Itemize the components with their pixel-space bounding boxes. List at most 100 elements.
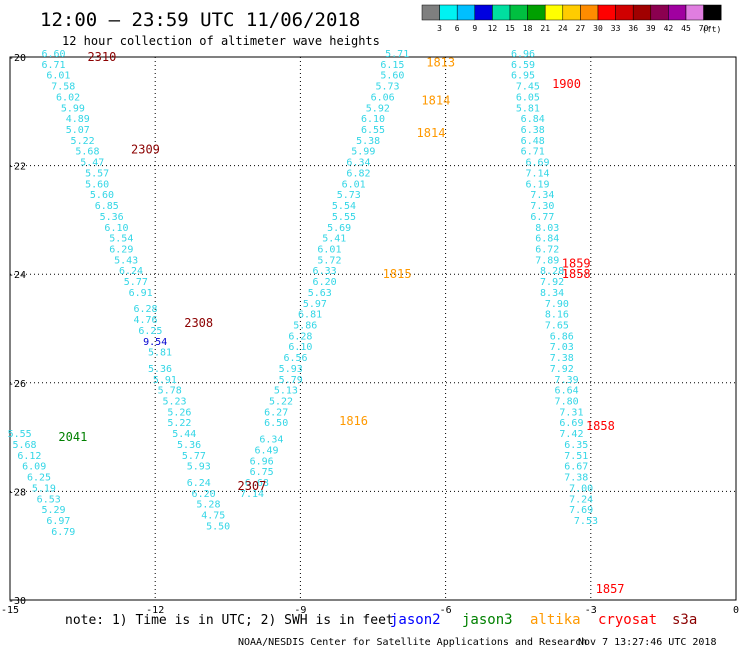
wave-height-point: 5.93 — [187, 462, 211, 473]
wave-height-point: 6.95 — [511, 71, 535, 82]
wave-height-point: 5.69 — [327, 223, 351, 234]
pass-time-label: 1900 — [552, 77, 581, 91]
wave-height-point: 6.05 — [516, 92, 540, 103]
wave-height-point: 7.58 — [51, 82, 75, 93]
color-scale-label: 21 — [540, 24, 550, 33]
pass-time-label: 1859 — [562, 256, 591, 270]
wave-height-point: 6.38 — [521, 125, 545, 136]
wave-height-point: 6.96 — [511, 49, 535, 60]
wave-height-point: 6.60 — [42, 49, 66, 60]
wave-height-point: 7.51 — [564, 451, 588, 462]
color-scale-swatch — [439, 4, 458, 21]
wave-height-point: 6.33 — [313, 266, 337, 277]
wave-height-point: 7.38 — [550, 353, 574, 364]
color-scale-swatch — [492, 4, 511, 21]
wave-height-point: 5.54 — [332, 201, 356, 212]
wave-height-point: 6.12 — [17, 451, 41, 462]
wave-height-point: 7.92 — [550, 364, 574, 375]
wave-height-point: 7.14 — [526, 168, 550, 179]
color-scale-label: 6 — [455, 24, 460, 33]
y-tick-label: -20 — [8, 53, 26, 64]
wave-height-point: 7.14 — [240, 489, 264, 500]
wave-height-point: 7.42 — [559, 429, 583, 440]
x-tick-label: 0 — [733, 605, 739, 616]
pass-time-label: 2309 — [131, 142, 160, 156]
wave-height-point: 4.75 — [201, 511, 225, 522]
y-tick-label: -26 — [8, 379, 26, 390]
color-scale-label: 33 — [611, 24, 621, 33]
color-scale-label: 45 — [681, 24, 691, 33]
wave-height-point: 5.44 — [172, 429, 196, 440]
wave-height-point: 5.91 — [153, 375, 177, 386]
color-scale-swatch — [474, 4, 493, 21]
wave-height-point: 6.25 — [138, 326, 162, 337]
wave-height-point: 5.41 — [322, 234, 346, 245]
wave-height-point: 7.03 — [550, 342, 574, 353]
wave-height-point: 7.45 — [516, 82, 540, 93]
wave-height-point: 7.30 — [530, 201, 554, 212]
wave-height-point: 6.77 — [530, 212, 554, 223]
footer-credit: NOAA/NESDIS Center for Satellite Applica… — [238, 637, 587, 648]
color-scale-swatch — [703, 4, 722, 21]
wave-height-point: 5.47 — [80, 158, 104, 169]
color-scale-label: 15 — [505, 24, 515, 33]
color-scale-swatch — [509, 4, 528, 21]
color-scale-swatch — [456, 4, 476, 21]
wave-height-point: 5.55 — [332, 212, 356, 223]
wave-height-point: 6.59 — [511, 60, 535, 71]
wave-height-point: 6.34 — [346, 158, 370, 169]
wave-height-point: 6.67 — [564, 462, 588, 473]
legend-item-s3a: s3a — [672, 612, 697, 628]
wave-height-point: 5.86 — [293, 321, 317, 332]
wave-height-point: 6.91 — [129, 288, 153, 299]
wave-height-point: 5.36 — [148, 364, 172, 375]
color-scale-swatch — [632, 4, 652, 21]
pass-time-label: 1814 — [421, 93, 450, 107]
color-scale-swatch — [527, 4, 546, 21]
color-scale-label: 12 — [488, 24, 498, 33]
wave-height-point: 6.84 — [521, 114, 545, 125]
wave-height-point: 6.10 — [104, 223, 128, 234]
legend-item-jason2: jason2 — [390, 612, 441, 628]
wave-height-point: 7.38 — [564, 473, 588, 484]
wave-height-point: 8.34 — [540, 288, 564, 299]
wave-height-point: 5.43 — [114, 255, 138, 266]
wave-height-point: 6.02 — [56, 92, 80, 103]
wave-height-point: 6.53 — [37, 494, 61, 505]
wave-height-point: 6.49 — [254, 445, 278, 456]
color-scale-label: 70 — [699, 24, 709, 33]
wave-height-point: 6.64 — [555, 386, 579, 397]
wave-height-point: 6.20 — [313, 277, 337, 288]
color-scale-swatch — [544, 4, 564, 21]
wave-height-point: 5.60 — [380, 71, 404, 82]
footer-timestamp: Nov 7 13:27:46 UTC 2018 — [578, 637, 716, 648]
wave-height-point: 6.34 — [259, 435, 283, 446]
pass-time-label: 2310 — [87, 50, 116, 64]
wave-height-point: 5.36 — [100, 212, 124, 223]
wave-height-point: 5.38 — [356, 136, 380, 147]
wave-height-point: 5.73 — [375, 82, 399, 93]
wave-height-point: 6.09 — [22, 462, 46, 473]
wave-height-point: 6.72 — [535, 244, 559, 255]
wave-height-point: 5.68 — [75, 147, 99, 158]
wave-height-point: 7.69 — [569, 505, 593, 516]
wave-height-point: 4.76 — [133, 315, 157, 326]
x-tick-label: -3 — [585, 605, 597, 616]
wave-height-point: 7.00 — [569, 483, 593, 494]
pass-time-label: 2041 — [58, 430, 87, 444]
wave-height-point: 7.65 — [545, 321, 569, 332]
color-scale-legend: 3 6 9 12 15 18 21 24 27 30 33 36 39 42 45 70 — [421, 4, 722, 33]
color-scale-unit: (ft) — [702, 25, 721, 34]
wave-height-point: 5.22 — [71, 136, 95, 147]
x-tick-label: -9 — [294, 605, 306, 616]
grid-lines — [10, 57, 736, 600]
wave-height-point: 6.71 — [521, 147, 545, 158]
color-scale-label: 36 — [628, 24, 638, 33]
legend-item-altika: altika — [530, 612, 581, 628]
wave-height-point: 5.81 — [516, 103, 540, 114]
wave-height-point: 6.69 — [526, 158, 550, 169]
data-points: 6.606.716.017.586.025.994.895.075.225.68… — [8, 49, 598, 538]
color-scale-swatch — [650, 4, 669, 21]
color-scale-label: 42 — [664, 24, 674, 33]
